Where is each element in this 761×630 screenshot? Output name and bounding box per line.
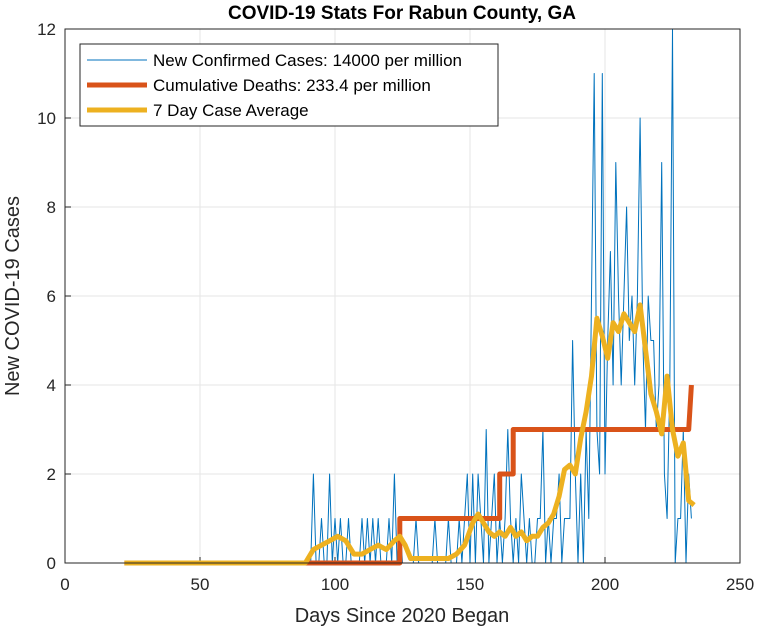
x-tick-label: 250 — [726, 575, 754, 594]
x-tick-label: 0 — [60, 575, 69, 594]
x-axis-title: Days Since 2020 Began — [295, 605, 510, 627]
y-tick-label: 10 — [37, 109, 56, 128]
y-tick-label: 8 — [47, 198, 56, 217]
legend: New Confirmed Cases: 14000 per million Cu… — [79, 43, 499, 127]
series-line-3 — [124, 302, 696, 566]
series-line-2 — [124, 384, 694, 566]
y-tick-label: 4 — [47, 376, 56, 395]
chart-title: COVID-19 Stats For Rabun County, GA — [228, 3, 576, 24]
x-tick-label: 150 — [456, 575, 484, 594]
y-tick-label: 2 — [47, 465, 56, 484]
x-tick-label: 50 — [191, 575, 210, 594]
legend-label-2: Cumulative Deaths: 233.4 per million — [153, 76, 431, 95]
legend-box — [79, 43, 499, 127]
y-tick-label: 0 — [47, 554, 56, 573]
plot-border — [64, 28, 741, 564]
y-axis-title: New COVID-19 Cases — [2, 196, 24, 396]
y-tick-label: 6 — [47, 287, 56, 306]
legend-label-3: 7 Day Case Average — [153, 101, 309, 120]
axes: 0 50 100 150 200 250 0 2 4 6 8 10 12 — [37, 20, 754, 594]
x-tick-label: 200 — [591, 575, 619, 594]
y-tick-label: 12 — [37, 20, 56, 39]
legend-label-1: New Confirmed Cases: 14000 per million — [153, 51, 462, 70]
x-tick-label: 100 — [321, 575, 349, 594]
